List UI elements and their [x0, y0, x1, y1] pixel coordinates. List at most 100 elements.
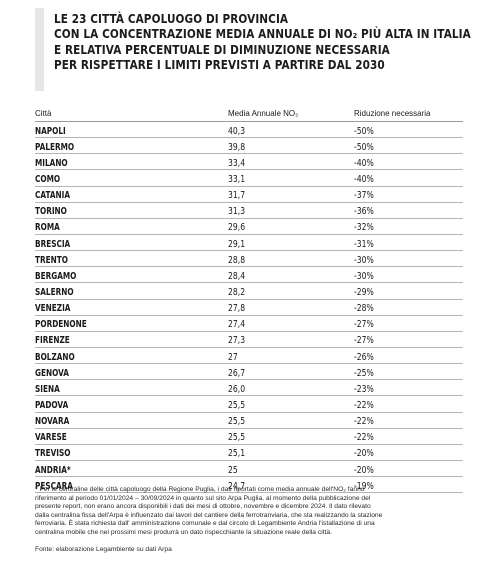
cell-citta-text: SALERNO [35, 286, 74, 298]
cell-media: 27,3 [228, 330, 354, 348]
footnote-line: riferimento al periodo 01/01/2024 – 30/0… [35, 494, 371, 502]
cell-media: 26,7 [228, 363, 354, 381]
cell-media: 29,1 [228, 234, 354, 252]
cell-citta: ROMA [35, 217, 228, 235]
footnote-line: ferroviaria. È stata richiesta dall' amm… [35, 520, 375, 528]
cell-media-text: 28,2 [228, 286, 246, 298]
cell-citta: PADOVA [35, 395, 228, 413]
cell-media: 28,8 [228, 250, 354, 268]
cell-riduzione: -27% [354, 314, 463, 332]
cell-citta-text: GENOVA [35, 367, 69, 379]
cell-riduzione: -19% [354, 476, 463, 494]
cell-citta: BERGAMO [35, 266, 228, 284]
source-note: Fonte: elaborazione Legambiente su dati … [35, 546, 172, 553]
cell-riduzione: -30% [354, 250, 463, 268]
table-row: VARESE 25,5 -22% [35, 429, 463, 445]
cell-riduzione-text: -25% [354, 367, 374, 379]
table-row: COMO 33,1 -40% [35, 169, 463, 187]
cell-riduzione-text: -36% [354, 206, 374, 218]
cell-media-text: 40,3 [228, 125, 246, 137]
cell-citta: VENEZIA [35, 298, 228, 316]
table-row: NAPOLI 40,3 -50% [35, 121, 463, 139]
cell-citta-text: COMO [35, 174, 61, 185]
table-row: TRENTO 28,8 -30% [35, 250, 463, 268]
cell-citta-text: PADOVA [35, 399, 69, 411]
cell-riduzione: -29% [354, 282, 463, 300]
cell-citta-text: BOLZANO [35, 351, 75, 363]
header-citta: Città [35, 108, 52, 118]
cell-citta-text: NAPOLI [35, 125, 66, 137]
cell-media: 33,1 [228, 169, 354, 187]
cell-citta: GENOVA [35, 363, 228, 381]
table-row: BERGAMO 28,4 -30% [35, 266, 463, 284]
footnote: * Per le centraline delle città capoluog… [35, 486, 465, 537]
cell-riduzione-text: -29% [354, 286, 374, 298]
cell-media-text: 33,1 [228, 174, 246, 185]
cell-media-text: 26,0 [228, 383, 246, 395]
table-row: VENEZIA 27,8 -28% [35, 300, 463, 316]
cell-riduzione: -25% [354, 363, 463, 381]
cell-citta: SIENA [35, 379, 228, 397]
cell-citta: PESCARA [35, 476, 228, 494]
cell-riduzione: -22% [354, 427, 463, 445]
cell-citta-text: MILANO [35, 157, 68, 169]
cell-media: 27,4 [228, 314, 354, 332]
cell-riduzione: -50% [354, 137, 463, 155]
table-row: PESCARA 24,7 -19% [35, 476, 463, 494]
table-row: CATANIA 31,7 -37% [35, 187, 463, 203]
cell-media-text: 25,5 [228, 432, 246, 444]
table-row: BOLZANO 27 -26% [35, 348, 463, 365]
title-line: E RELATIVA PERCENTUALE DI DIMINUZIONE NE… [54, 42, 390, 57]
cell-media-text: 27,3 [228, 335, 246, 347]
cell-media-text: 24,7 [228, 480, 246, 492]
table-row: GENOVA 26,7 -25% [35, 363, 463, 381]
header-riduzione: Riduzione necessaria [354, 108, 431, 118]
cell-media: 24,7 [228, 476, 354, 494]
cell-citta-text: PALERMO [35, 141, 75, 153]
cell-citta-text: TREVISO [35, 448, 71, 460]
cell-riduzione-text: -23% [354, 383, 374, 395]
cell-media: 33,4 [228, 153, 354, 171]
cell-riduzione: -30% [354, 266, 463, 284]
cell-citta-text: ANDRIA* [35, 464, 71, 476]
table-row: PORDENONE 27,4 -27% [35, 316, 463, 332]
cell-media-text: 31,7 [228, 190, 246, 202]
table-row: PADOVA 25,5 -22% [35, 395, 463, 413]
cell-riduzione-text: -26% [354, 351, 374, 363]
cell-media: 31,7 [228, 185, 354, 203]
cell-media-text: 27,4 [228, 319, 246, 331]
cell-riduzione-text: -40% [354, 174, 374, 185]
cell-citta: TREVISO [35, 443, 228, 461]
cell-citta: FIRENZE [35, 330, 228, 348]
cell-citta: ANDRIA* [35, 460, 228, 478]
cell-media-text: 25,5 [228, 416, 246, 428]
cell-media-text: 25,1 [228, 448, 246, 460]
cell-riduzione: -28% [354, 298, 463, 316]
cell-citta-text: NOVARA [35, 416, 70, 428]
table-row: PALERMO 39,8 -50% [35, 137, 463, 155]
cell-media-text: 33,4 [228, 157, 246, 169]
cell-media-text: 39,8 [228, 141, 246, 153]
cell-citta-text: CATANIA [35, 190, 71, 202]
cell-riduzione-text: -30% [354, 270, 374, 282]
table-body: NAPOLI 40,3 -50% PALERMO 39,8 -50% MILANO 33,4 -… [35, 121, 463, 494]
footnote-line: * Per le centraline delle città capoluog… [35, 486, 365, 493]
cell-riduzione: -22% [354, 411, 463, 429]
cell-citta: VARESE [35, 427, 228, 445]
cell-citta-text: TRENTO [35, 254, 68, 266]
cell-riduzione: -22% [354, 395, 463, 413]
cell-citta-text: TORINO [35, 206, 67, 218]
cell-citta-text: PORDENONE [35, 319, 87, 331]
cell-riduzione-text: -30% [354, 254, 374, 266]
cell-citta: CATANIA [35, 185, 228, 203]
cell-media: 25,5 [228, 411, 354, 429]
cell-media: 31,3 [228, 201, 354, 219]
table-row: ROMA 29,6 -32% [35, 219, 463, 235]
cell-riduzione-text: -22% [354, 399, 374, 411]
cell-riduzione: -36% [354, 201, 463, 219]
cell-media: 25,5 [228, 427, 354, 445]
title-line: PER RISPETTARE I LIMITI PREVISTI A PARTI… [54, 58, 385, 73]
table-row: ANDRIA* 25 -20% [35, 460, 463, 478]
cell-riduzione-text: -22% [354, 416, 374, 428]
cell-citta: NAPOLI [35, 121, 228, 139]
